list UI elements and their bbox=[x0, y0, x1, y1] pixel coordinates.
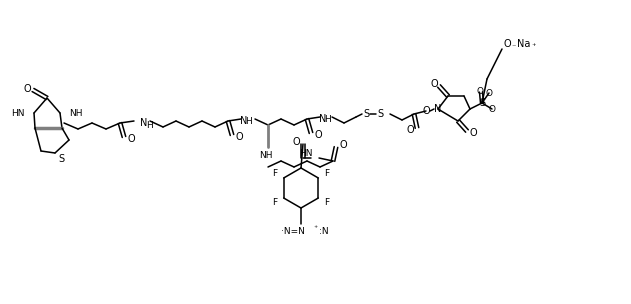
Text: ⁺: ⁺ bbox=[313, 224, 317, 233]
Text: O: O bbox=[23, 84, 31, 94]
Text: O: O bbox=[485, 88, 493, 98]
Text: O: O bbox=[430, 79, 438, 89]
Text: O: O bbox=[235, 132, 243, 142]
Text: ·N=N: ·N=N bbox=[281, 227, 305, 237]
Text: HN: HN bbox=[11, 109, 25, 118]
Text: F: F bbox=[324, 168, 329, 178]
Text: F: F bbox=[324, 199, 329, 208]
Text: H: H bbox=[324, 115, 331, 123]
Text: O: O bbox=[406, 125, 414, 135]
Text: Na: Na bbox=[517, 39, 531, 49]
Text: S: S bbox=[363, 109, 369, 119]
Text: O: O bbox=[469, 128, 477, 138]
Text: :N: :N bbox=[319, 227, 329, 237]
Text: O: O bbox=[314, 130, 322, 140]
Text: H: H bbox=[245, 116, 252, 126]
Text: N: N bbox=[434, 104, 442, 114]
Text: N: N bbox=[319, 114, 326, 124]
Text: S: S bbox=[377, 109, 383, 119]
Text: H: H bbox=[146, 122, 153, 130]
Text: S: S bbox=[479, 98, 485, 108]
Text: N: N bbox=[240, 116, 247, 126]
Text: N: N bbox=[140, 118, 148, 128]
Text: NH: NH bbox=[69, 109, 83, 118]
Text: O: O bbox=[292, 137, 300, 147]
Text: O: O bbox=[503, 39, 511, 49]
Text: O: O bbox=[339, 140, 347, 150]
Text: O: O bbox=[127, 134, 135, 144]
Text: ⁺: ⁺ bbox=[532, 43, 536, 51]
Text: NH: NH bbox=[259, 150, 273, 160]
Text: S: S bbox=[58, 154, 64, 164]
Text: HN: HN bbox=[300, 150, 313, 158]
Text: O: O bbox=[476, 87, 483, 95]
Text: ⁻: ⁻ bbox=[512, 43, 516, 51]
Text: F: F bbox=[273, 168, 278, 178]
Text: F: F bbox=[273, 199, 278, 208]
Text: O: O bbox=[488, 105, 495, 113]
Text: O: O bbox=[422, 106, 430, 116]
